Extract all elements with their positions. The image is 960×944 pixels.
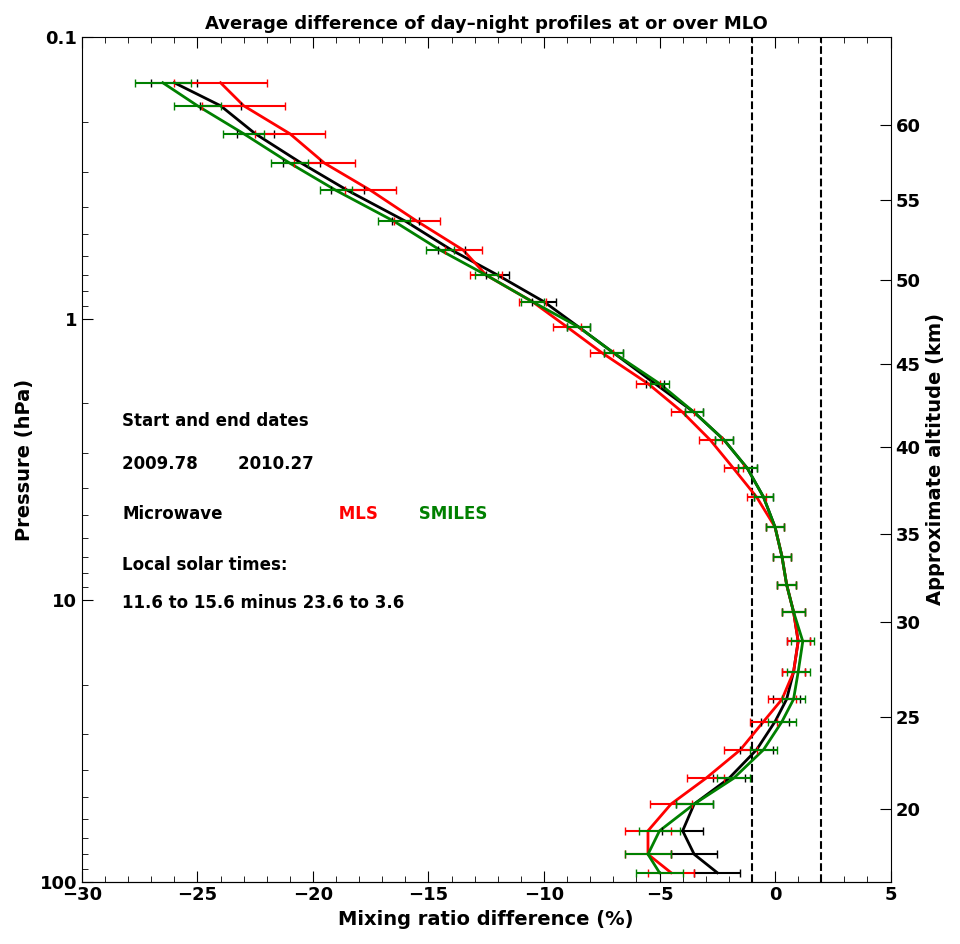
Text: MLS: MLS [332,505,377,523]
Title: Average difference of day–night profiles at or over MLO: Average difference of day–night profiles… [204,15,768,33]
Text: 11.6 to 15.6 minus 23.6 to 3.6: 11.6 to 15.6 minus 23.6 to 3.6 [122,594,404,612]
Text: 2009.78       2010.27: 2009.78 2010.27 [122,455,314,473]
Text: Start and end dates: Start and end dates [122,413,309,430]
Text: Local solar times:: Local solar times: [122,556,288,574]
Text: Microwave: Microwave [122,505,223,523]
Y-axis label: Pressure (hPa): Pressure (hPa) [15,379,34,541]
Y-axis label: Approximate altitude (km): Approximate altitude (km) [926,313,945,605]
Text: SMILES: SMILES [414,505,488,523]
X-axis label: Mixing ratio difference (%): Mixing ratio difference (%) [339,910,634,929]
